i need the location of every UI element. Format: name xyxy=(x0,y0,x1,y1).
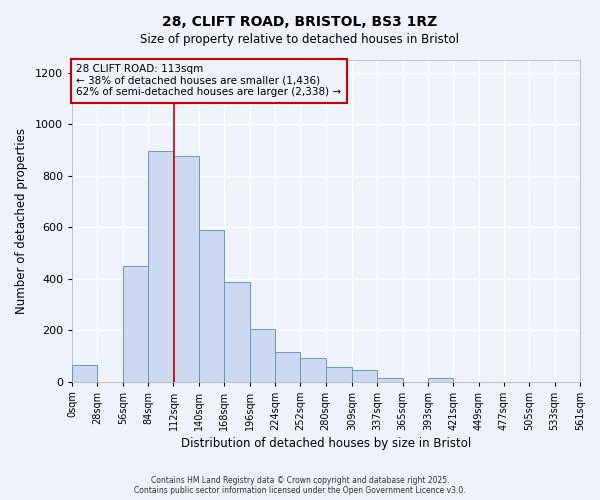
Bar xyxy=(352,370,377,382)
Bar xyxy=(173,156,199,382)
Text: 28, CLIFT ROAD, BRISTOL, BS3 1RZ: 28, CLIFT ROAD, BRISTOL, BS3 1RZ xyxy=(163,15,437,29)
Bar xyxy=(72,365,97,382)
Text: 28 CLIFT ROAD: 113sqm
← 38% of detached houses are smaller (1,436)
62% of semi-d: 28 CLIFT ROAD: 113sqm ← 38% of detached … xyxy=(76,64,341,98)
Bar xyxy=(224,282,250,382)
X-axis label: Distribution of detached houses by size in Bristol: Distribution of detached houses by size … xyxy=(181,437,471,450)
Bar xyxy=(300,358,326,382)
Bar xyxy=(148,152,173,382)
Bar xyxy=(377,378,403,382)
Bar xyxy=(428,378,453,382)
Text: Contains HM Land Registry data © Crown copyright and database right 2025.
Contai: Contains HM Land Registry data © Crown c… xyxy=(134,476,466,495)
Bar xyxy=(250,329,275,382)
Bar xyxy=(199,230,224,382)
Text: Size of property relative to detached houses in Bristol: Size of property relative to detached ho… xyxy=(140,32,460,46)
Bar xyxy=(275,352,300,382)
Bar xyxy=(326,368,352,382)
Y-axis label: Number of detached properties: Number of detached properties xyxy=(15,128,28,314)
Bar xyxy=(123,266,148,382)
